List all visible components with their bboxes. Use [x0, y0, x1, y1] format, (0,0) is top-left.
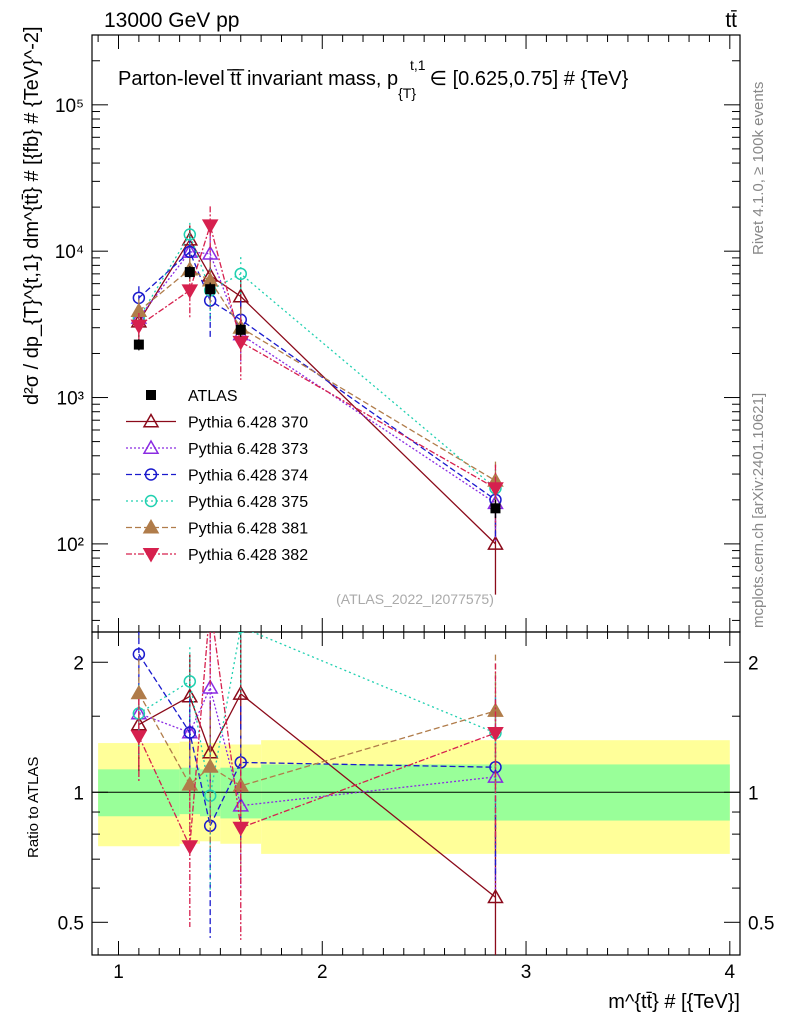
title-main: Parton-level t̅t̅ invariant mass, p — [118, 68, 398, 90]
legend-marker — [142, 412, 160, 428]
data-point — [201, 245, 219, 260]
title-sub: {T} — [398, 85, 416, 101]
ratio-tick-label-right: 1 — [748, 783, 759, 804]
data-point — [183, 245, 197, 259]
legend-entry: Pythia 6.428 382 — [126, 547, 308, 564]
legend-label: Pythia 6.428 375 — [188, 494, 308, 511]
y-axis-label-ratio: Ratio to ATLAS — [25, 757, 42, 858]
data-point — [201, 219, 219, 234]
ratio-point — [183, 726, 197, 739]
legend: ATLAS Pythia 6.428 370 Pythia 6.428 373 Pyt… — [126, 388, 308, 564]
x-tick-label: 2 — [317, 962, 328, 983]
ratio-point — [201, 679, 219, 694]
ratio-point — [487, 888, 504, 904]
ratio-point — [181, 776, 199, 791]
legend-label: Pythia 6.428 381 — [188, 521, 308, 538]
ratio-point — [203, 599, 217, 611]
ratio-point — [232, 685, 250, 700]
ratio-point — [237, 632, 245, 634]
series-line — [138, 233, 496, 489]
y-tick-label: 10² — [57, 535, 84, 556]
rivet-label: Rivet 4.1.0, ≥ 100k events — [750, 82, 767, 255]
band-inner — [98, 769, 180, 817]
legend-entry: Pythia 6.428 381 — [126, 518, 308, 538]
data-point — [487, 535, 504, 550]
legend-marker — [142, 518, 160, 534]
atlas-point — [133, 339, 144, 350]
y-axis-label-main: d²σ / dp_{T}^{t,1} dm^{tt̄} # [{fb} # {T… — [21, 26, 43, 405]
series-atlas — [133, 266, 501, 519]
energy-label: 13000 GeV pp — [104, 9, 239, 32]
data-point — [183, 228, 197, 241]
x-axis-label: m^{tt̄} # [{TeV}] — [608, 991, 740, 1013]
title-tail: ∈ [0.625,0.75] # {TeV} — [430, 68, 629, 90]
legend-label: ATLAS — [188, 388, 238, 405]
ratio-tick-label-left: 2 — [73, 653, 84, 674]
legend-entry: ATLAS — [146, 388, 238, 405]
data-point — [181, 284, 199, 299]
ratio-tick-label-left: 0.5 — [58, 913, 84, 934]
ratio-point — [487, 727, 504, 742]
legend-label: Pythia 6.428 373 — [188, 441, 308, 458]
legend-entry: Pythia 6.428 375 — [126, 494, 308, 511]
atlas-point — [205, 284, 216, 295]
legend-entry: Pythia 6.428 370 — [126, 412, 308, 432]
title-sup: t,1 — [410, 57, 426, 73]
ratio-point — [232, 821, 250, 837]
series-370 — [130, 225, 504, 595]
ratio-tick-label-right: 2 — [748, 653, 759, 674]
ratio-series-line — [138, 632, 496, 849]
atlas-point — [184, 267, 195, 278]
legend-marker — [142, 548, 160, 563]
legend-marker — [142, 439, 160, 454]
ratio-point — [130, 730, 148, 745]
legend-marker — [144, 494, 158, 508]
series-line — [138, 223, 496, 489]
main-plot-layer — [130, 206, 504, 595]
ratio-plot-layer — [130, 599, 504, 955]
y-tick-label: 10³ — [57, 389, 84, 410]
main-panel-frame — [91, 34, 741, 633]
data-point — [487, 482, 504, 497]
data-point — [234, 267, 248, 281]
ratio-point — [130, 684, 148, 700]
ratio-series-line — [138, 685, 496, 807]
legend-marker — [146, 390, 156, 400]
legend-entry: Pythia 6.428 374 — [126, 468, 308, 485]
ratio-point — [183, 675, 197, 688]
axis-ticks: 1 2 3 4 10² 10³ 10⁴ 10⁵ 0.5 0.5 1 1 2 2 — [55, 34, 774, 983]
legend-entry: Pythia 6.428 373 — [126, 439, 308, 458]
x-tick-label: 4 — [725, 962, 736, 983]
ratio-tick-label-left: 1 — [73, 783, 84, 804]
ratio-panel-frame — [91, 631, 741, 956]
legend-label: Pythia 6.428 370 — [188, 415, 308, 432]
ratio-tick-label-right: 0.5 — [748, 913, 774, 934]
legend-label: Pythia 6.428 374 — [188, 468, 308, 485]
y-tick-label: 10⁵ — [55, 96, 84, 117]
ratio-point — [181, 840, 199, 855]
legend-label: Pythia 6.428 382 — [188, 547, 308, 564]
series-line — [138, 268, 496, 482]
data-point — [130, 319, 148, 335]
ratio-series-382 — [130, 599, 504, 940]
x-tick-label: 3 — [521, 962, 532, 983]
ratio-series-line — [138, 653, 496, 828]
x-tick-label: 1 — [113, 962, 124, 983]
ratio-point — [201, 758, 219, 773]
analysis-watermark: (ATLAS_2022_I2077575) — [336, 591, 494, 607]
data-point — [232, 335, 250, 351]
y-tick-label: 10⁴ — [55, 242, 84, 263]
legend-marker — [144, 468, 158, 481]
chart-title: Parton-level t̅t̅ invariant mass, p{T} t,… — [118, 57, 629, 101]
mcplots-label: mcplots.cern.ch [arXiv:2401.10621] — [750, 393, 767, 628]
process-label: tt̄ — [725, 9, 737, 32]
atlas-point — [235, 324, 246, 335]
atlas-point — [490, 503, 501, 514]
